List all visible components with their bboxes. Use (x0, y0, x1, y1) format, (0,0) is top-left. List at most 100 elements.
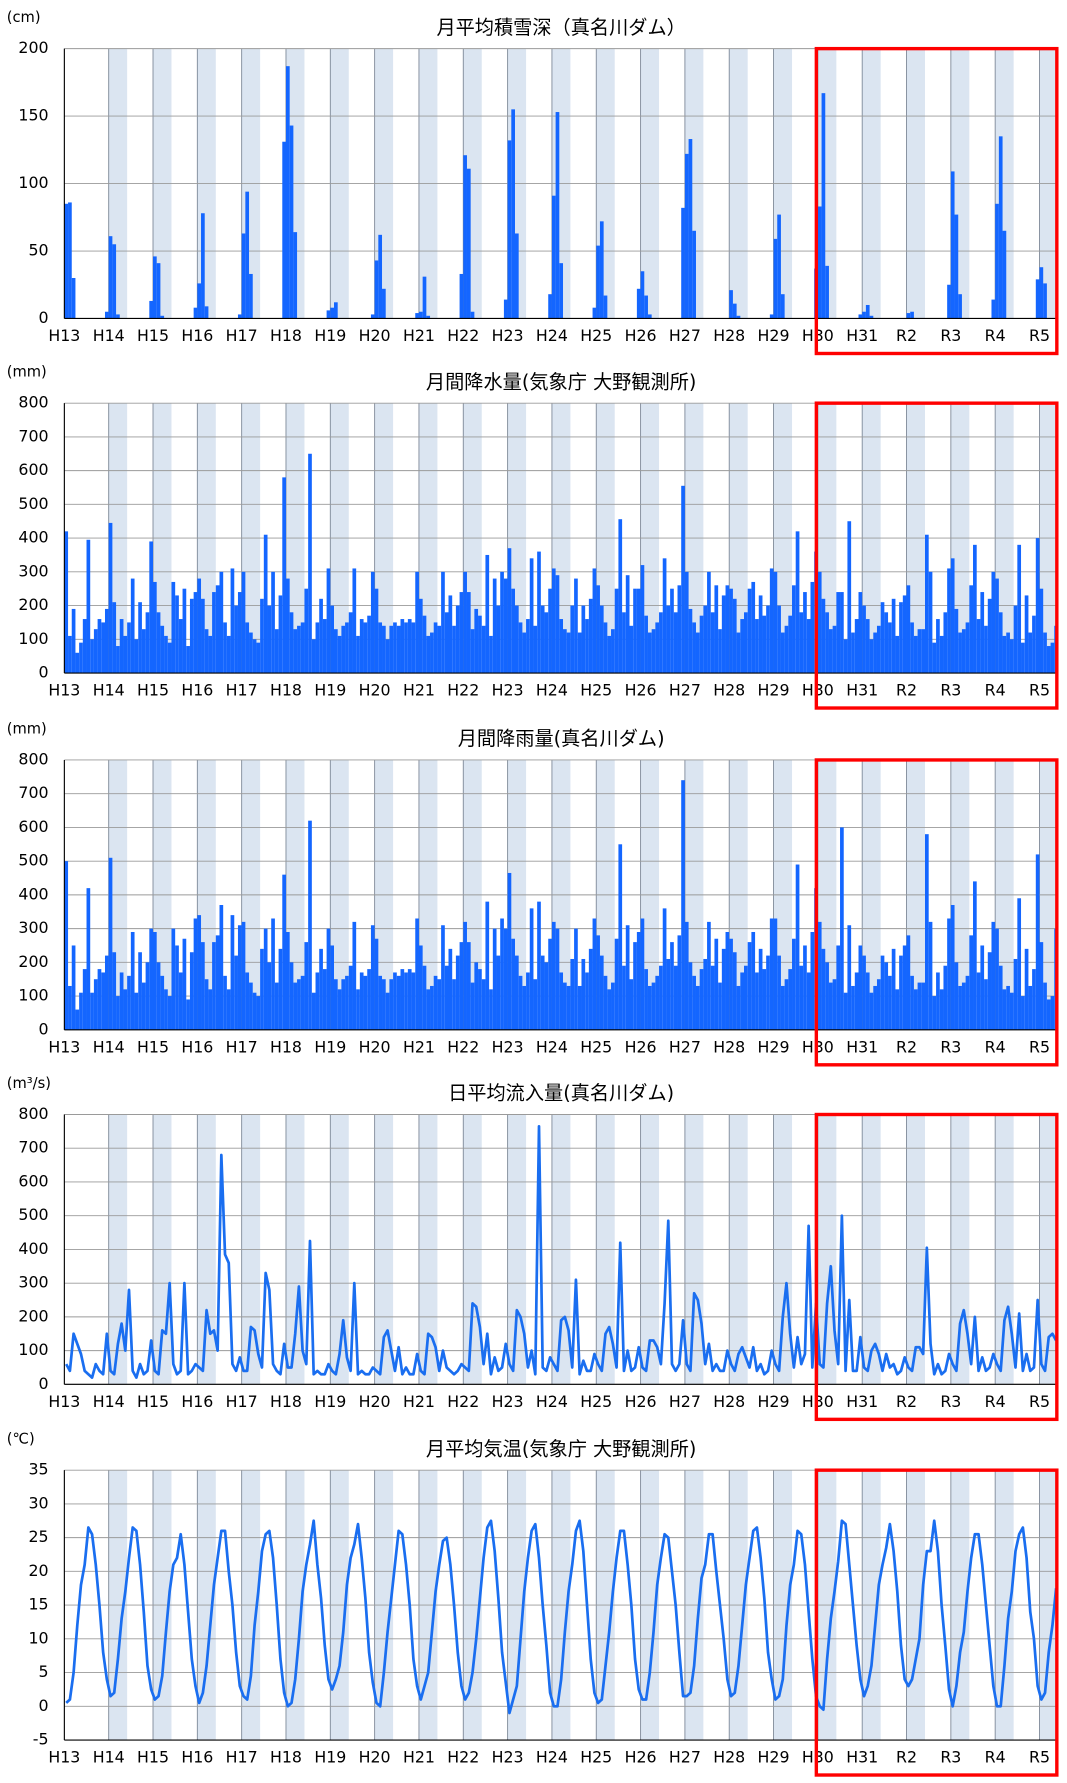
x-tick-label: H31 (846, 1748, 878, 1767)
y-tick-label: -5 (33, 1730, 49, 1749)
y-tick-label: 100 (18, 173, 48, 192)
bar (285, 931, 290, 1030)
bar (481, 625, 486, 674)
bar (947, 568, 951, 674)
bar (891, 598, 896, 674)
bar (603, 622, 608, 674)
bar (614, 938, 619, 1030)
bar (559, 263, 564, 319)
bar (1021, 642, 1025, 674)
x-tick-label: H16 (181, 326, 213, 345)
bar (356, 635, 360, 674)
bar (880, 955, 885, 1030)
bar (422, 615, 427, 674)
bar (625, 575, 630, 674)
bar (895, 989, 900, 1030)
bar (758, 595, 763, 674)
bar (478, 615, 482, 674)
y-tick-label: 500 (18, 851, 48, 870)
bar (333, 629, 338, 674)
unit-label: (cm) (7, 9, 41, 26)
bar (703, 958, 708, 1030)
y-tick-label: 500 (18, 494, 48, 513)
bar (193, 918, 198, 1030)
bar (382, 625, 386, 674)
y-tick-label: 0 (38, 1019, 48, 1038)
y-tick-label: 800 (18, 393, 48, 412)
bar (695, 632, 700, 674)
bar (141, 982, 146, 1030)
y-tick-label: 700 (18, 783, 48, 802)
bar (810, 581, 815, 674)
bar (363, 975, 368, 1030)
bar (415, 313, 419, 319)
bar (285, 66, 290, 319)
bar (226, 635, 231, 674)
bar (828, 982, 833, 1030)
bar (153, 931, 157, 1030)
bar (189, 952, 194, 1030)
x-tick-label: H17 (226, 1037, 258, 1056)
bar (374, 260, 379, 319)
bar (245, 972, 250, 1030)
bar (784, 625, 789, 674)
bar (950, 171, 955, 319)
bar (256, 642, 261, 674)
bar (780, 985, 785, 1030)
bar (873, 632, 877, 674)
bar (773, 918, 778, 1030)
bar (230, 915, 235, 1030)
bar (252, 639, 257, 674)
bar (448, 948, 453, 1030)
bar (976, 972, 981, 1030)
bar (766, 605, 770, 674)
bar (459, 942, 464, 1030)
bar (744, 965, 748, 1030)
y-tick-label: 5 (38, 1662, 48, 1681)
bar (293, 982, 298, 1030)
bar (629, 979, 634, 1030)
x-tick-label: H15 (137, 1392, 169, 1411)
bar (175, 595, 179, 674)
bar (285, 578, 290, 674)
bar (204, 979, 209, 1030)
bar (418, 598, 423, 674)
bar (651, 982, 656, 1030)
bar (710, 965, 715, 1030)
bar (112, 602, 117, 674)
x-tick-label: H19 (314, 1037, 346, 1056)
bar (400, 969, 405, 1030)
x-tick-label: H15 (137, 1037, 169, 1056)
bar (762, 615, 767, 674)
x-tick-label: H15 (137, 681, 169, 700)
bar (370, 571, 375, 674)
bar (817, 206, 822, 319)
bar (1043, 982, 1047, 1030)
bar (603, 975, 608, 1030)
bar (858, 314, 863, 319)
bar (481, 979, 486, 1030)
y-tick-label: 35 (28, 1460, 48, 1479)
bar (832, 625, 837, 674)
bar (943, 612, 948, 674)
bar (385, 639, 390, 674)
bar (721, 595, 726, 674)
bar (330, 605, 334, 674)
x-tick-label: H24 (536, 326, 568, 345)
bar (939, 635, 944, 674)
bar (947, 918, 951, 1030)
bar (633, 588, 637, 674)
bar (356, 989, 360, 1030)
bar (725, 585, 730, 674)
bar (618, 519, 623, 674)
bar (1002, 635, 1007, 674)
bar (744, 612, 748, 674)
x-tick-label: H17 (226, 1748, 258, 1767)
bar (164, 635, 168, 674)
bar (695, 985, 700, 1030)
x-tick-label: H19 (314, 1392, 346, 1411)
bar (954, 962, 959, 1030)
bar (378, 234, 383, 319)
bar (452, 979, 456, 1030)
x-tick-label: H20 (359, 1037, 391, 1056)
